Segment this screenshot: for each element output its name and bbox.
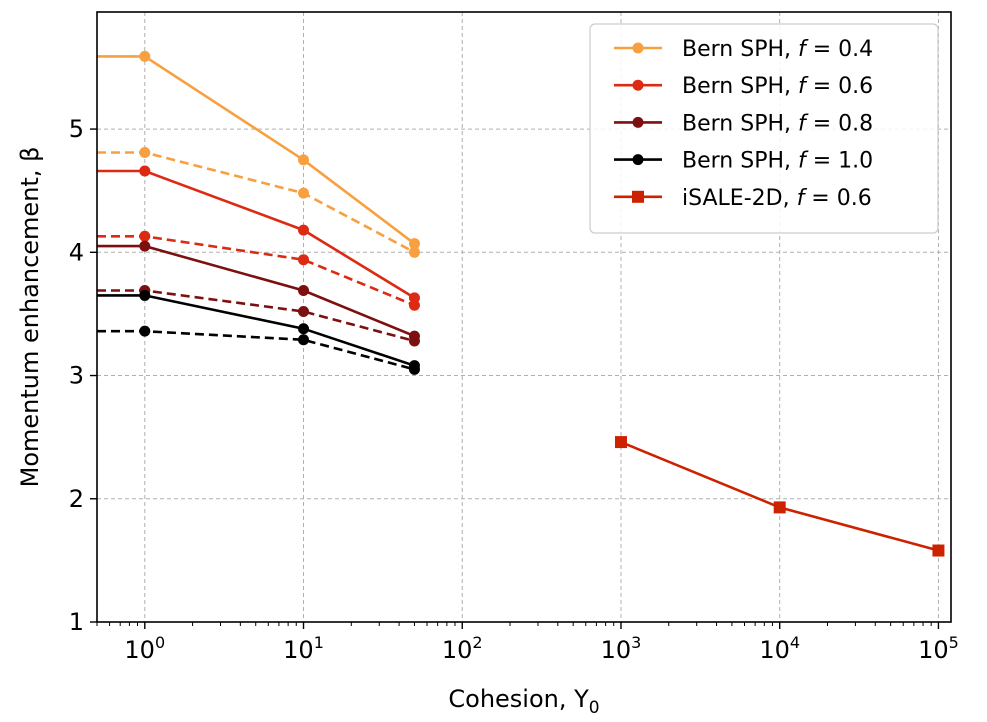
axis-ticks: 1 2 3 4 5 100 101 102 103 104 105	[69, 115, 959, 664]
data-point	[139, 230, 151, 242]
series-line	[97, 169, 416, 300]
data-point	[298, 305, 310, 317]
legend-entry: Bern SPH, f = 0.6	[614, 74, 873, 99]
plot-frame	[96, 11, 952, 623]
data-point	[614, 436, 627, 449]
series-4	[97, 240, 420, 342]
y-tick-label: 1	[69, 608, 84, 636]
data-point	[408, 363, 420, 375]
data-point	[408, 246, 420, 258]
y-tick-label: 4	[69, 238, 84, 266]
data-point	[298, 154, 310, 166]
legend: Bern SPH, f = 0.4 Bern SPH, f = 0.6 Bern S…	[589, 23, 939, 234]
data-point	[298, 254, 310, 266]
data-point	[139, 146, 151, 158]
y-tick-label: 3	[69, 362, 84, 390]
series-line	[97, 289, 415, 343]
data-point	[298, 187, 310, 199]
series-3	[97, 230, 420, 311]
legend-entry: Bern SPH, f = 1.0	[614, 149, 873, 174]
legend-label: Bern SPH, f = 0.8	[682, 111, 873, 136]
legend-entry: Bern SPH, f = 0.4	[614, 37, 873, 62]
y-axis-label: Momentum enhancement, β	[16, 147, 44, 488]
series-line	[97, 244, 415, 338]
data-point	[139, 289, 151, 301]
data-point	[408, 335, 420, 347]
series-7	[97, 325, 420, 375]
data-point	[298, 323, 310, 335]
x-tick-label: 100	[124, 633, 165, 664]
series-1	[97, 146, 420, 258]
plot-series	[97, 50, 945, 557]
legend-marker	[632, 79, 644, 91]
legend-entry: iSALE-2D, f = 0.6	[614, 186, 872, 211]
series-line	[97, 55, 416, 245]
data-point	[932, 544, 945, 557]
legend-label: iSALE-2D, f = 0.6	[682, 186, 872, 211]
data-point	[139, 50, 151, 62]
data-point	[298, 224, 310, 236]
data-point	[139, 165, 151, 177]
legend-marker	[632, 116, 644, 128]
x-tick-label: 105	[918, 633, 959, 664]
legend-entry: Bern SPH, f = 0.8	[614, 111, 873, 136]
data-point	[298, 334, 310, 346]
data-point	[298, 285, 310, 297]
legend-label: Bern SPH, f = 0.6	[682, 74, 873, 99]
x-axis-label: Cohesion, Y0	[448, 685, 599, 718]
series-line	[97, 294, 415, 367]
x-tick-label: 104	[759, 633, 800, 664]
series-line	[97, 151, 416, 254]
series-8	[614, 436, 945, 557]
y-tick-label: 5	[69, 115, 84, 143]
legend-label: Bern SPH, f = 1.0	[682, 149, 873, 174]
legend-label: Bern SPH, f = 0.4	[682, 37, 873, 62]
legend-marker	[632, 154, 644, 166]
x-tick-label: 103	[601, 633, 642, 664]
data-point	[139, 325, 151, 337]
legend-marker	[632, 42, 644, 54]
data-point	[139, 240, 151, 252]
y-tick-label: 2	[69, 485, 84, 513]
data-point	[408, 238, 420, 250]
x-tick-label: 102	[442, 633, 483, 664]
legend-box	[589, 23, 939, 234]
data-point	[773, 501, 786, 514]
series-line	[97, 329, 415, 371]
legend-marker	[632, 190, 644, 203]
data-point	[408, 299, 420, 311]
series-0	[97, 50, 420, 250]
x-tick-label: 101	[283, 633, 324, 664]
series-line	[97, 235, 415, 307]
